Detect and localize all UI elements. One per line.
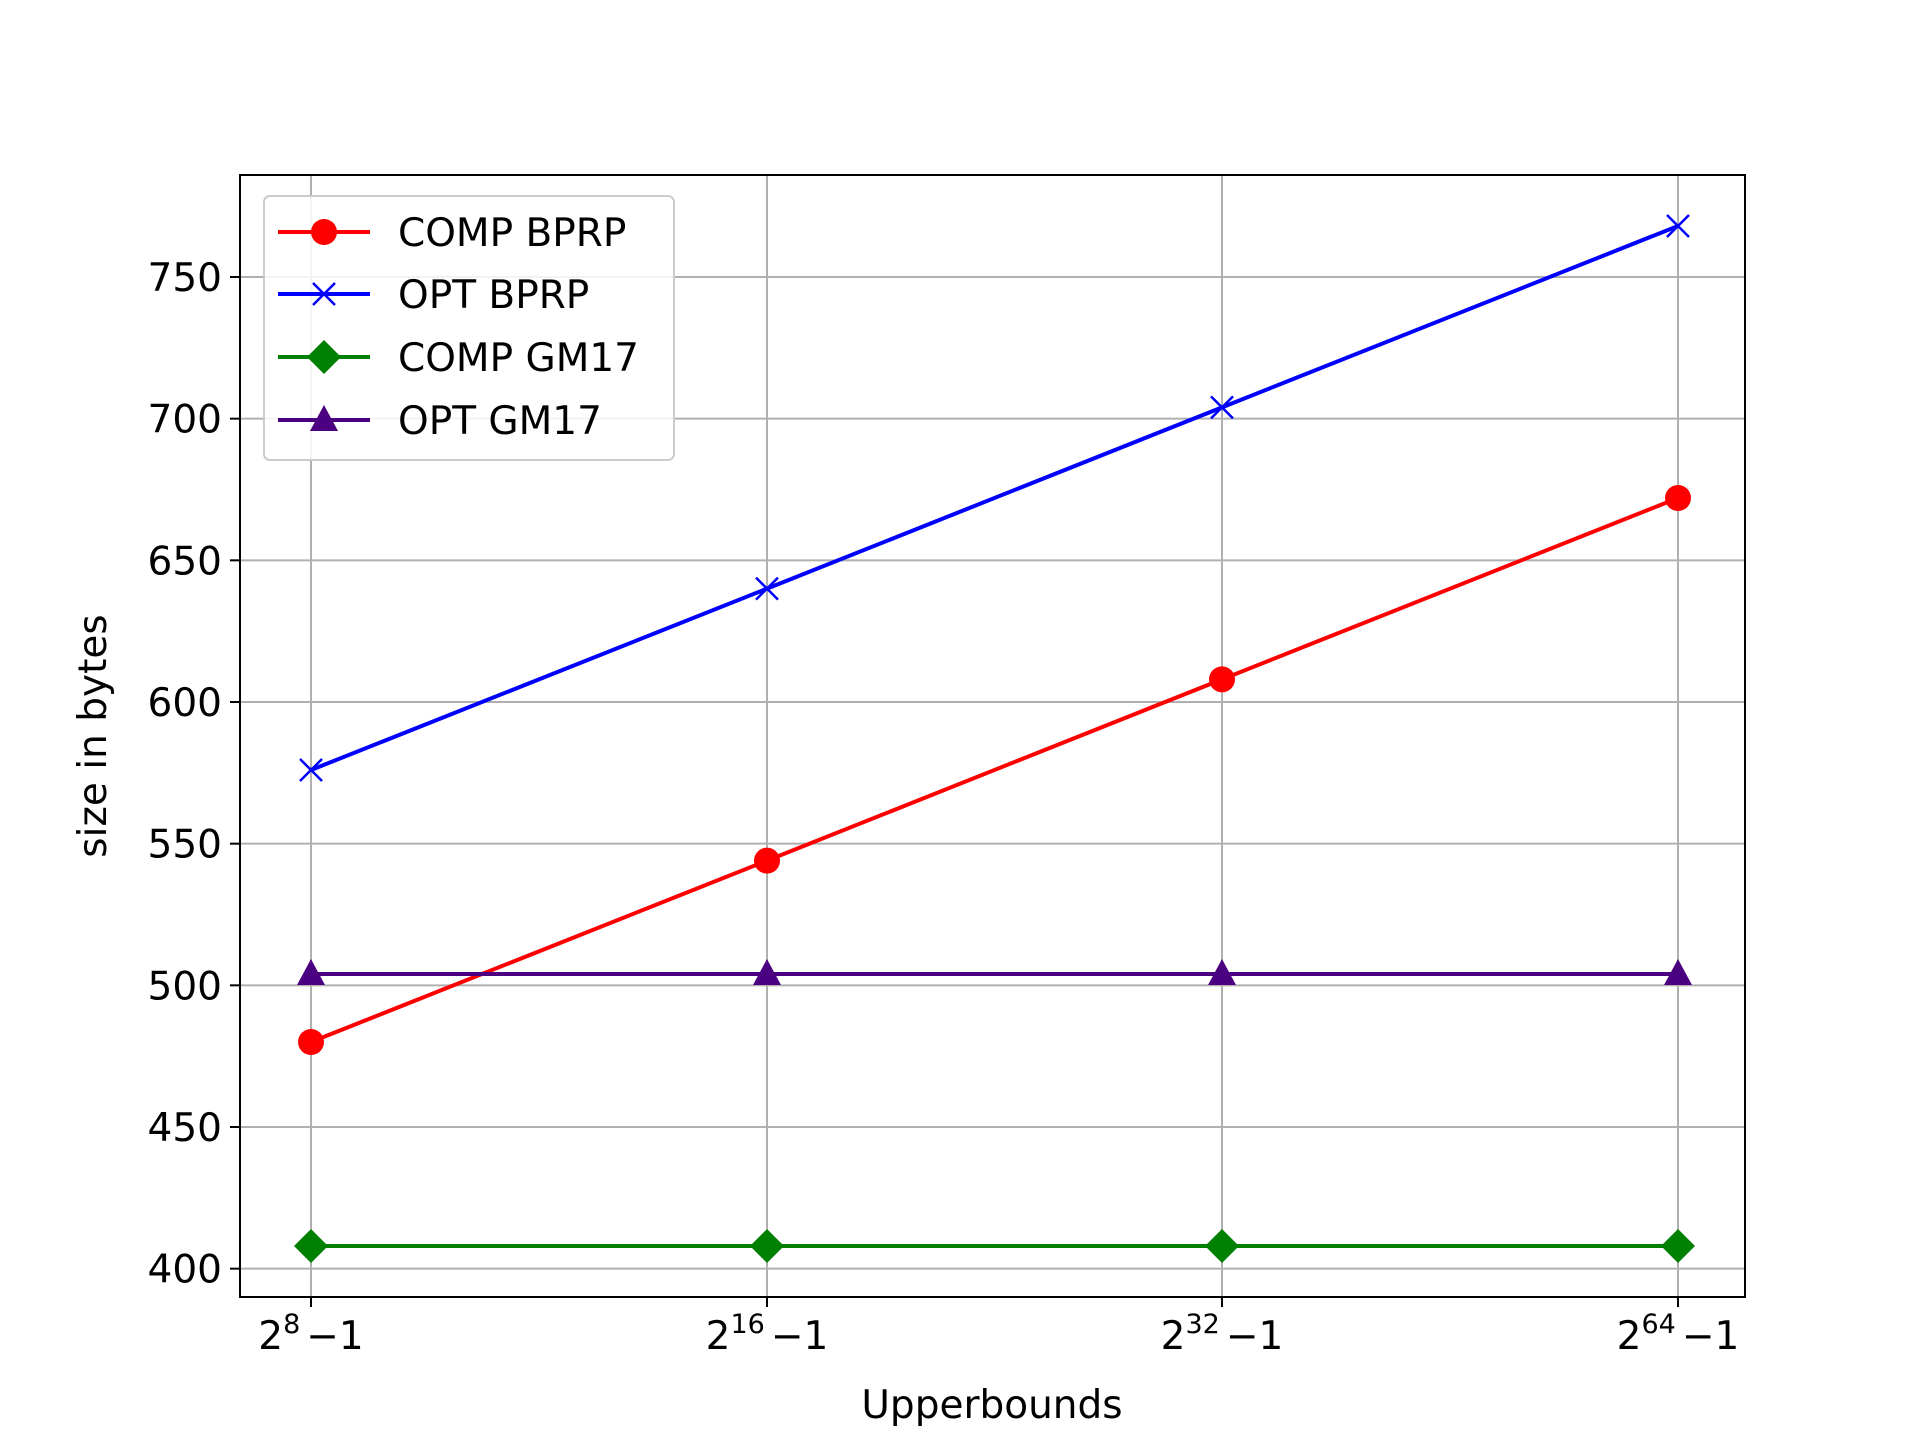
legend-item: COMP BPRP bbox=[278, 211, 626, 256]
legend-item: COMP GM17 bbox=[278, 336, 639, 381]
legend-marker bbox=[310, 405, 338, 431]
y-tick-label: 600 bbox=[148, 681, 222, 726]
legend-marker bbox=[307, 340, 341, 374]
y-tick-label: 400 bbox=[148, 1248, 222, 1293]
y-axis: 400 450 500 550 600 650 700 750 bbox=[148, 256, 240, 1293]
data-point bbox=[750, 1229, 784, 1263]
series-layer bbox=[294, 214, 1695, 1263]
legend-item: OPT GM17 bbox=[278, 399, 602, 444]
x-tick-label: 216 −1 bbox=[706, 1309, 829, 1359]
series-line bbox=[310, 224, 1679, 772]
y-tick-label: 700 bbox=[148, 398, 222, 443]
y-tick-label: 500 bbox=[148, 964, 222, 1009]
data-point bbox=[1208, 959, 1236, 985]
legend-item: OPT BPRP bbox=[278, 273, 589, 318]
data-point bbox=[298, 1029, 324, 1055]
data-point bbox=[297, 959, 325, 985]
y-axis-label: size in bytes bbox=[71, 614, 116, 857]
x-axis: 28 −1 216 −1 232 −1 264 −1 bbox=[258, 1297, 1739, 1359]
legend: COMP BPRP OPT BPRP COMP GM17 OPT GM17 bbox=[263, 195, 675, 461]
data-point bbox=[753, 959, 781, 985]
series-comp-bprp bbox=[298, 485, 1691, 1055]
data-point bbox=[299, 758, 323, 782]
data-point bbox=[1664, 959, 1692, 985]
data-point bbox=[294, 1229, 328, 1263]
series-line bbox=[310, 496, 1679, 1044]
series-opt-bprp bbox=[299, 214, 1690, 782]
y-tick-label: 450 bbox=[148, 1106, 222, 1151]
data-point bbox=[1665, 485, 1691, 511]
x-tick-label: 232 −1 bbox=[1161, 1309, 1284, 1359]
data-point bbox=[1210, 395, 1234, 420]
x-axis-label: Upperbounds bbox=[861, 1383, 1122, 1428]
data-point bbox=[1666, 214, 1690, 238]
data-point bbox=[754, 847, 780, 874]
y-tick-label: 750 bbox=[148, 256, 222, 301]
legend-label: COMP GM17 bbox=[398, 336, 639, 381]
series-comp-gm17 bbox=[294, 1229, 1695, 1263]
data-point bbox=[1209, 666, 1235, 693]
grid bbox=[240, 175, 1745, 1297]
plot-frame bbox=[239, 174, 1746, 1298]
legend-marker bbox=[311, 219, 337, 245]
legend-label: OPT BPRP bbox=[398, 273, 589, 318]
data-point bbox=[755, 576, 779, 601]
data-point bbox=[1205, 1229, 1239, 1263]
x-tick-label: 264 −1 bbox=[1617, 1309, 1740, 1359]
legend-label: COMP BPRP bbox=[398, 211, 626, 256]
legend-box bbox=[263, 195, 675, 461]
series-opt-gm17 bbox=[297, 959, 1692, 985]
data-point bbox=[1661, 1229, 1695, 1263]
legend-marker bbox=[312, 282, 336, 306]
x-tick-label: 28 −1 bbox=[258, 1309, 364, 1359]
legend-label: OPT GM17 bbox=[398, 399, 602, 444]
y-tick-label: 650 bbox=[148, 539, 222, 584]
y-tick-label: 550 bbox=[148, 823, 222, 868]
